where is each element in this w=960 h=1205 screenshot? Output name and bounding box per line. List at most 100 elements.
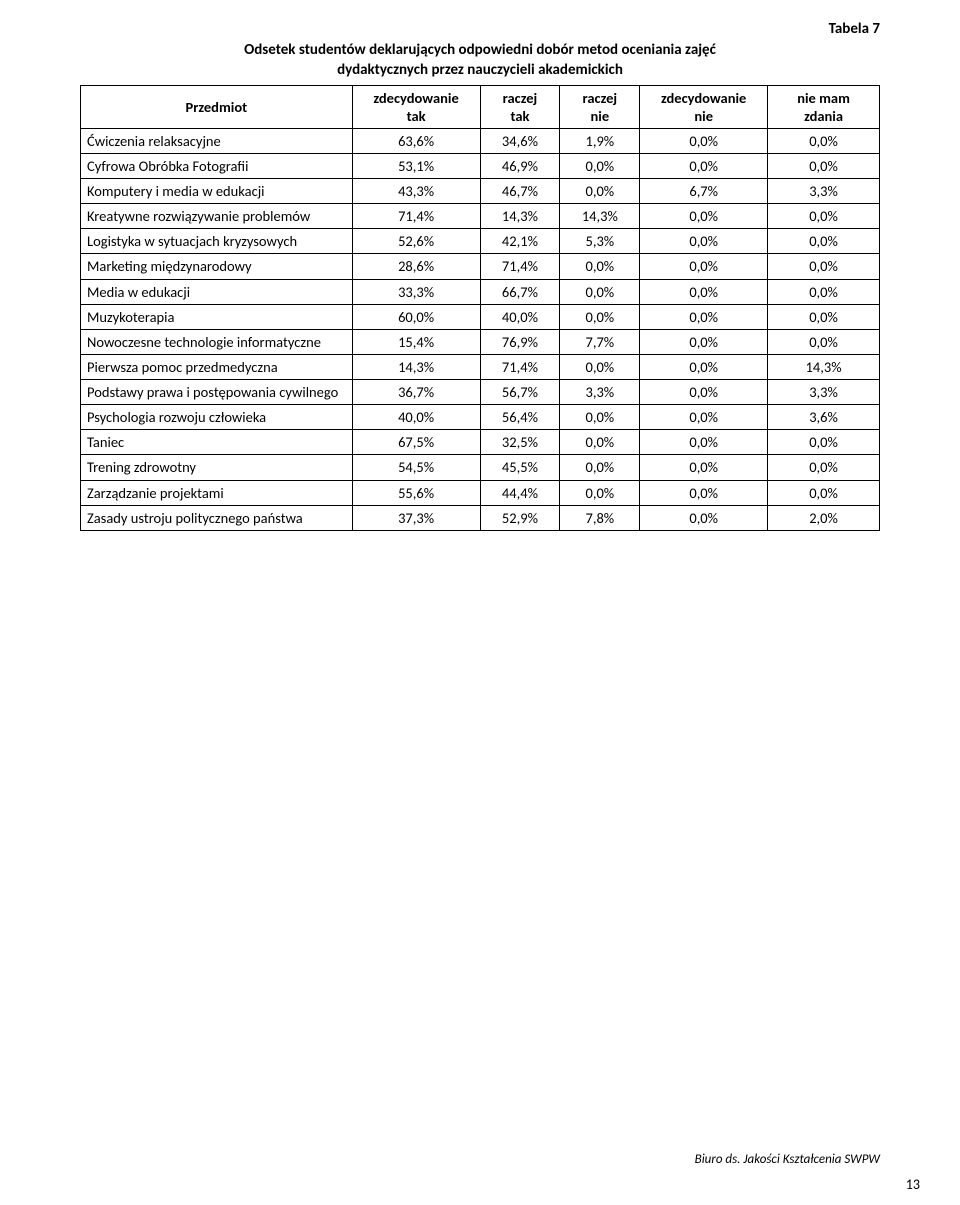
table-row: Taniec67,5%32,5%0,0%0,0%0,0% [81,430,880,455]
value-cell: 0,0% [768,204,880,229]
table-label: Tabela 7 [80,20,880,38]
table-row: Cyfrowa Obróbka Fotografii53,1%46,9%0,0%… [81,153,880,178]
value-cell: 28,6% [352,254,480,279]
value-cell: 14,3% [480,204,560,229]
subject-cell: Muzykoterapia [81,304,353,329]
value-cell: 0,0% [768,455,880,480]
value-cell: 0,0% [768,430,880,455]
header-col3: raczej nie [560,85,640,128]
header-col3-l2: nie [591,107,610,125]
value-cell: 0,0% [768,229,880,254]
subject-cell: Cyfrowa Obróbka Fotografii [81,153,353,178]
value-cell: 40,0% [352,405,480,430]
value-cell: 0,0% [640,153,768,178]
value-cell: 54,5% [352,455,480,480]
value-cell: 5,3% [560,229,640,254]
value-cell: 0,0% [768,279,880,304]
value-cell: 0,0% [560,430,640,455]
value-cell: 46,7% [480,179,560,204]
value-cell: 55,6% [352,480,480,505]
value-cell: 0,0% [640,279,768,304]
value-cell: 0,0% [640,380,768,405]
value-cell: 14,3% [768,354,880,379]
subject-cell: Podstawy prawa i postępowania cywilnego [81,380,353,405]
value-cell: 33,3% [352,279,480,304]
value-cell: 40,0% [480,304,560,329]
value-cell: 32,5% [480,430,560,455]
value-cell: 0,0% [640,128,768,153]
table-row: Zarządzanie projektami55,6%44,4%0,0%0,0%… [81,480,880,505]
value-cell: 0,0% [640,455,768,480]
subject-cell: Trening zdrowotny [81,455,353,480]
value-cell: 44,4% [480,480,560,505]
value-cell: 14,3% [352,354,480,379]
value-cell: 0,0% [768,304,880,329]
table-row: Psychologia rozwoju człowieka40,0%56,4% 0… [81,405,880,430]
value-cell: 0,0% [640,354,768,379]
header-col2: raczej tak [480,85,560,128]
header-col4: zdecydowanie nie [640,85,768,128]
value-cell: 0,0% [560,480,640,505]
value-cell: 14,3% [560,204,640,229]
header-col3-l1: raczej [583,89,618,107]
table-row: Logistyka w sytuacjach kryzysowych52,6%4… [81,229,880,254]
value-cell: 76,9% [480,329,560,354]
value-cell: 36,7% [352,380,480,405]
value-cell: 0,0% [640,254,768,279]
value-cell: 3,3% [560,380,640,405]
value-cell: 0,0% [768,254,880,279]
value-cell: 56,4% [480,405,560,430]
header-col1-l2: tak [407,107,426,125]
subject-cell: Ćwiczenia relaksacyjne [81,128,353,153]
value-cell: 52,9% [480,505,560,530]
value-cell: 0,0% [560,279,640,304]
footer-text: Biuro ds. Jakości Kształcenia SWPW [695,1152,880,1167]
value-cell: 46,9% [480,153,560,178]
value-cell: 53,1% [352,153,480,178]
subject-cell: Psychologia rozwoju człowieka [81,405,353,430]
value-cell: 34,6% [480,128,560,153]
header-col1: zdecydowanie tak [352,85,480,128]
value-cell: 0,0% [560,455,640,480]
data-table: Przedmiot zdecydowanie tak raczej tak ra… [80,85,880,531]
header-col4-l2: nie [694,107,713,125]
value-cell: 45,5% [480,455,560,480]
subject-cell: Taniec [81,430,353,455]
value-cell: 0,0% [560,304,640,329]
value-cell: 71,4% [352,204,480,229]
value-cell: 3,3% [768,380,880,405]
value-cell: 7,8% [560,505,640,530]
subject-cell: Pierwsza pomoc przedmedyczna [81,354,353,379]
value-cell: 0,0% [640,505,768,530]
value-cell: 42,1% [480,229,560,254]
subject-cell: Nowoczesne technologie informatyczne [81,329,353,354]
value-cell: 0,0% [640,229,768,254]
header-subject: Przedmiot [81,85,353,128]
subject-cell: Logistyka w sytuacjach kryzysowych [81,229,353,254]
value-cell: 66,7% [480,279,560,304]
value-cell: 0,0% [560,153,640,178]
value-cell: 2,0% [768,505,880,530]
table-row: Podstawy prawa i postępowania cywilnego3… [81,380,880,405]
value-cell: 6,7% [640,179,768,204]
value-cell: 0,0% [640,430,768,455]
table-row: Zasady ustroju politycznego państwa37,3%… [81,505,880,530]
table-row: Marketing międzynarodowy28,6%71,4%0,0%0,… [81,254,880,279]
value-cell: 0,0% [640,329,768,354]
table-row: Ćwiczenia relaksacyjne63,6%34,6%1,9%0,0%… [81,128,880,153]
value-cell: 3,3% [768,179,880,204]
value-cell: 37,3% [352,505,480,530]
value-cell: 67,5% [352,430,480,455]
header-col5: nie mam zdania [768,85,880,128]
value-cell: 15,4% [352,329,480,354]
value-cell: 3,6% [768,405,880,430]
value-cell: 56,7% [480,380,560,405]
value-cell: 0,0% [560,179,640,204]
table-row: Kreatywne rozwiązywanie problemów71,4%14… [81,204,880,229]
header-col5-l2: zdania [804,107,843,125]
value-cell: 0,0% [640,405,768,430]
header-col2-l2: tak [510,107,529,125]
value-cell: 0,0% [560,354,640,379]
table-row: Media w edukacji33,3%66,7%0,0%0,0%0,0% [81,279,880,304]
header-col1-l1: zdecydowanie [373,89,458,107]
